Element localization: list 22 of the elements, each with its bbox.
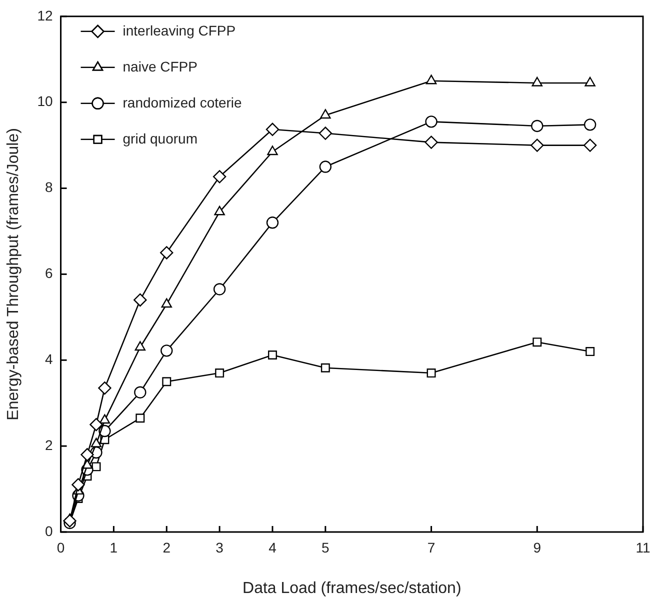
legend-label: naive CFPP — [122, 58, 198, 74]
legend-label: interleaving CFPP — [122, 22, 236, 38]
x-tick-label: 7 — [427, 539, 436, 556]
y-tick-label: 6 — [44, 265, 53, 282]
x-axis-title: Data Load (frames/sec/station) — [242, 580, 462, 597]
x-tick-label: 4 — [268, 539, 277, 556]
legend-label: grid quorum — [122, 130, 198, 146]
y-tick-label: 0 — [44, 522, 53, 539]
x-tick-label: 3 — [216, 539, 224, 556]
x-tick-label: 5 — [322, 539, 330, 556]
y-tick-label: 12 — [37, 7, 53, 24]
x-tick-label: 11 — [636, 539, 650, 556]
x-tick-label: 9 — [533, 539, 542, 556]
y-tick-label: 4 — [44, 350, 53, 367]
y-tick-label: 2 — [44, 436, 53, 453]
x-tick-label: 2 — [162, 539, 171, 556]
y-tick-label: 10 — [37, 93, 53, 110]
legend-label: randomized coterie — [122, 94, 242, 110]
y-axis-title: Energy-based Throughput (frames/Joule) — [5, 128, 22, 420]
x-tick-label: 1 — [110, 539, 118, 556]
y-tick-label: 8 — [44, 179, 53, 196]
x-tick-label: 0 — [56, 539, 65, 556]
